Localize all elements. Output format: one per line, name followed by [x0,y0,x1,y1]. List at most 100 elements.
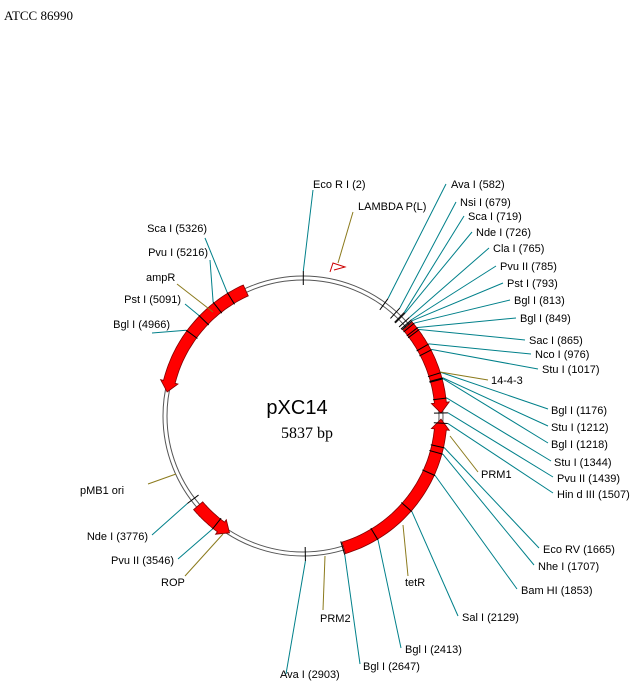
site-label: Bgl I (2413) [405,644,462,656]
site-leader-line [209,259,214,303]
arrow-tetR [341,418,451,555]
header-label: ATCC 86990 [4,8,73,23]
site-label: Stu I (1344) [554,457,611,469]
site-label: Pvu II (3546) [111,555,174,567]
site-leader-line [442,453,535,566]
arrow-14-4-3 [402,321,451,414]
feature-leader-line [449,435,479,473]
site-tick [211,517,222,530]
feature-leader-line [147,473,177,485]
site-label: Nco I (976) [535,349,589,361]
feature-label: pMB1 ori [80,485,124,497]
site-leader-line [411,265,497,321]
site-leader-line [403,215,465,313]
feature-label: ampR [146,272,175,284]
site-label: Sca I (5326) [147,223,207,235]
site-leader-line [417,317,517,328]
site-tick [212,301,223,314]
arrow-ROP [193,501,230,535]
site-label: Ava I (582) [451,179,505,191]
feature-leader-lines [147,211,489,611]
site-leader-line [177,528,213,560]
site-tick [340,541,346,555]
site-tick [419,349,433,357]
site-leader-line [434,475,518,590]
site-label: Pvu II (785) [500,261,557,273]
site-tick [433,422,448,424]
site-tick [406,327,419,337]
site-leader-line [151,329,187,334]
site-label: Bam HI (1853) [521,585,593,597]
site-tick [429,377,444,383]
site-tick [379,298,389,311]
feature-arrows [159,284,451,555]
site-label: Nde I (726) [476,227,531,239]
site-leader-line [411,511,459,617]
site-label: Bgl I (2647) [363,661,420,673]
site-tick [427,371,442,378]
promoter-glyph [329,262,347,273]
site-tick [432,397,447,401]
site-tick [226,292,235,305]
site-leader-line [412,282,504,322]
lambda-promoter-symbol [329,262,347,273]
feature-label: LAMBDA P(L) [358,201,426,213]
site-leader-line [387,183,447,299]
site-leader-line [404,231,473,314]
site-leader-lines [151,183,554,675]
site-label: Sca I (719) [468,211,522,223]
site-leader-line [441,371,549,410]
feature-label: PRM1 [481,469,512,481]
site-label: Nde I (3776) [87,531,148,543]
site-leader-line [285,560,306,675]
site-leader-line [444,447,540,549]
site-label: Stu I (1212) [551,422,608,434]
site-label: Bgl I (1176) [551,405,607,417]
site-label: Cla I (765) [493,243,544,255]
site-tick [198,314,210,326]
site-leader-line [377,539,402,649]
site-leader-line [419,328,526,341]
feature-leader-line [176,283,214,313]
site-label: Sac I (865) [529,335,583,347]
arrow-ampR [159,284,249,393]
site-label: Bgl I (1218) [551,439,608,451]
site-tick [422,469,436,477]
site-tick [430,444,445,449]
site-label: Pst I (793) [507,278,558,290]
site-label: Pvu II (1439) [557,473,620,485]
feature-labels: LAMBDA P(L) 14-4-3 PRM1 tetR PRM2 ROP pMB1 ori… [80,201,523,625]
site-tick [429,450,444,455]
site-label: Eco R I (2) [313,179,366,191]
site-tick [390,307,401,319]
site-tick [429,378,444,383]
feature-label: tetR [405,577,425,589]
site-tick [398,317,410,328]
site-tick [400,319,412,330]
site-labels: Eco R I (2) Ava I (582) Nsi I (679) Sca I (… [87,179,630,681]
site-leader-line [204,237,228,293]
site-label: Sal I (2129) [462,612,519,624]
site-leader-line [184,303,199,316]
feature-leader-line [337,211,354,264]
feature-label: 14-4-3 [491,375,523,387]
site-leader-line [344,554,361,665]
site-tick [407,329,420,339]
site-label: Hin d III (1507) [557,489,630,501]
site-tick [187,494,199,504]
feature-leader-line [184,533,224,577]
site-leader-line [447,423,554,494]
site-label: Pst I (5091) [124,294,181,306]
site-tick [370,527,379,541]
feature-label: ROP [161,577,185,589]
site-label: Ava I (2903) [280,669,340,681]
site-label: Nhe I (1707) [538,561,599,573]
site-tick [394,311,405,323]
site-tick [394,312,406,324]
feature-leader-line [439,371,489,381]
feature-leader-line [322,555,326,611]
site-label: Eco RV (1665) [543,544,615,556]
site-label: Bgl I (4966) [113,319,170,331]
site-ticks [185,270,448,561]
